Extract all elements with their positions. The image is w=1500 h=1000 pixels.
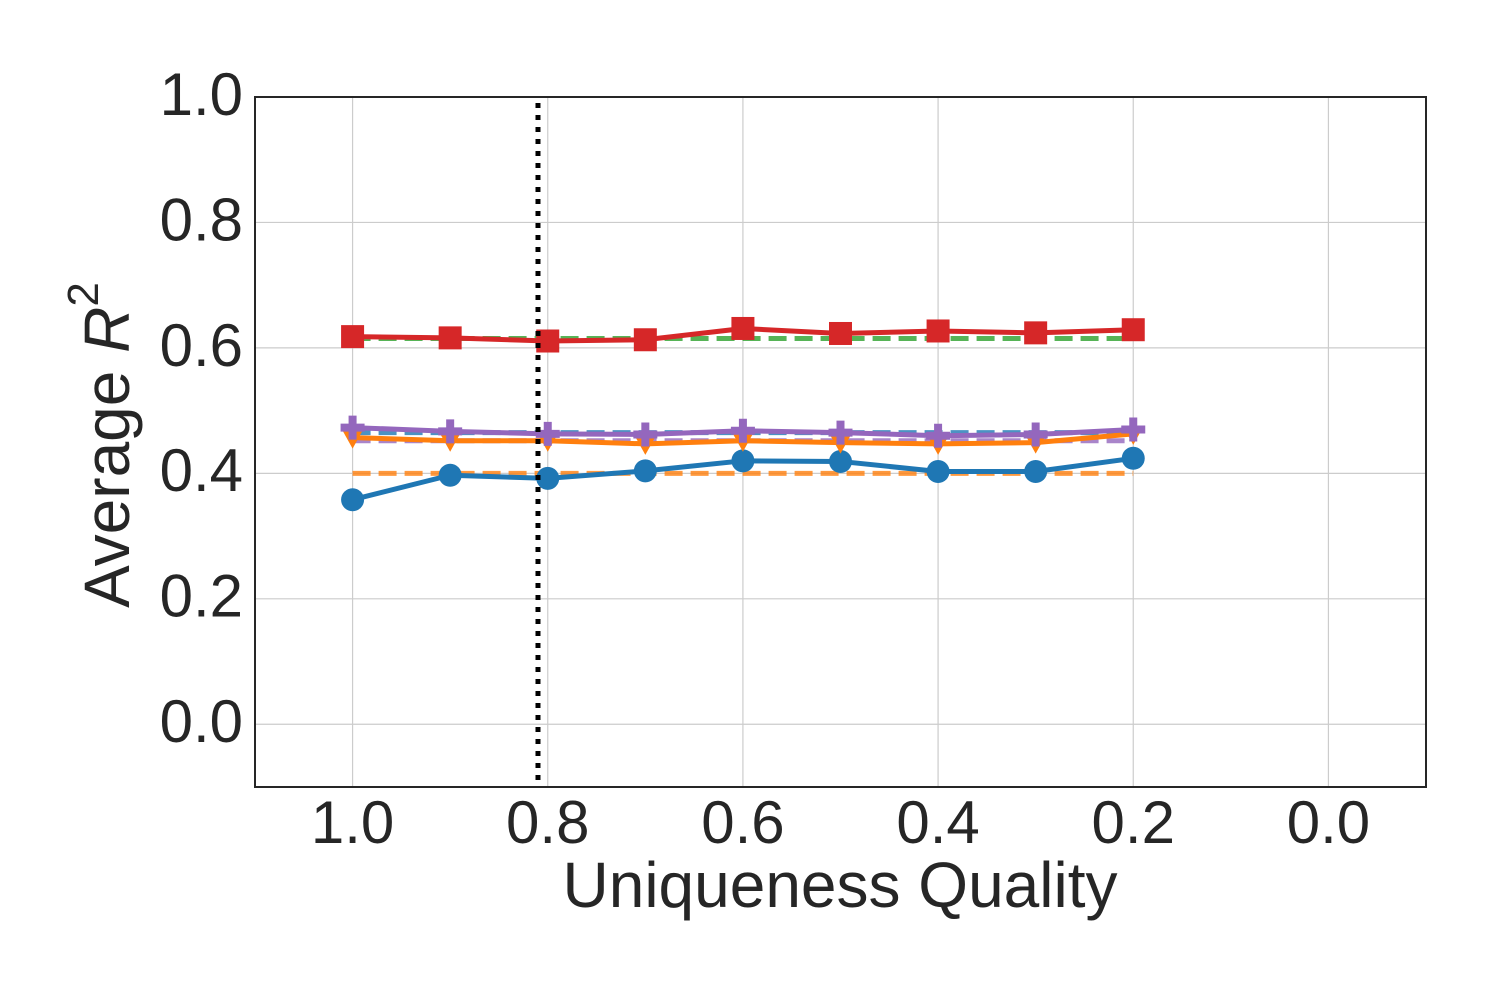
y-label-exponent: 2 [59,282,108,306]
y-axis-label: Average R2 [59,282,143,608]
y-tick-label: 1.0 [160,61,243,128]
y-label-text: Average [71,371,143,608]
marker [828,420,853,445]
marker [829,449,852,473]
y-tick-label: 0.2 [160,563,243,630]
marker [1024,459,1048,483]
marker [732,433,753,452]
marker [341,488,365,512]
x-tick-label: 0.8 [506,789,589,856]
marker [536,466,560,490]
marker [1023,422,1048,447]
marker [1024,321,1048,345]
x-tick-label: 0.4 [896,789,979,856]
marker [342,430,363,449]
marker [926,459,950,483]
plot-frame [254,96,1427,788]
marker [633,422,658,447]
x-tick-label: 1.0 [311,789,394,856]
y-tick-label: 0.0 [160,688,243,755]
marker [1121,318,1145,342]
marker [438,326,462,350]
marker [536,329,560,353]
marker [731,316,755,340]
y-label-symbol: R [71,307,143,353]
y-tick-label: 0.6 [160,312,243,379]
marker [340,415,365,440]
marker [438,463,462,487]
x-axis-label: Uniqueness Quality [563,849,1118,921]
x-tick-label: 0.6 [701,789,784,856]
marker [926,319,950,343]
marker [633,459,657,483]
marker [633,328,657,352]
y-tick-label: 0.4 [160,437,243,504]
marker [731,449,755,473]
marker [926,423,951,448]
marker [829,321,852,345]
marker [535,421,560,446]
x-tick-label: 0.0 [1287,789,1370,856]
marker [830,435,851,454]
marker [730,418,755,443]
marker [1121,446,1145,470]
marker [438,419,463,444]
x-tick-label: 0.2 [1092,789,1175,856]
marker [341,325,365,349]
marker [1121,417,1146,442]
y-tick-label: 0.8 [160,186,243,253]
